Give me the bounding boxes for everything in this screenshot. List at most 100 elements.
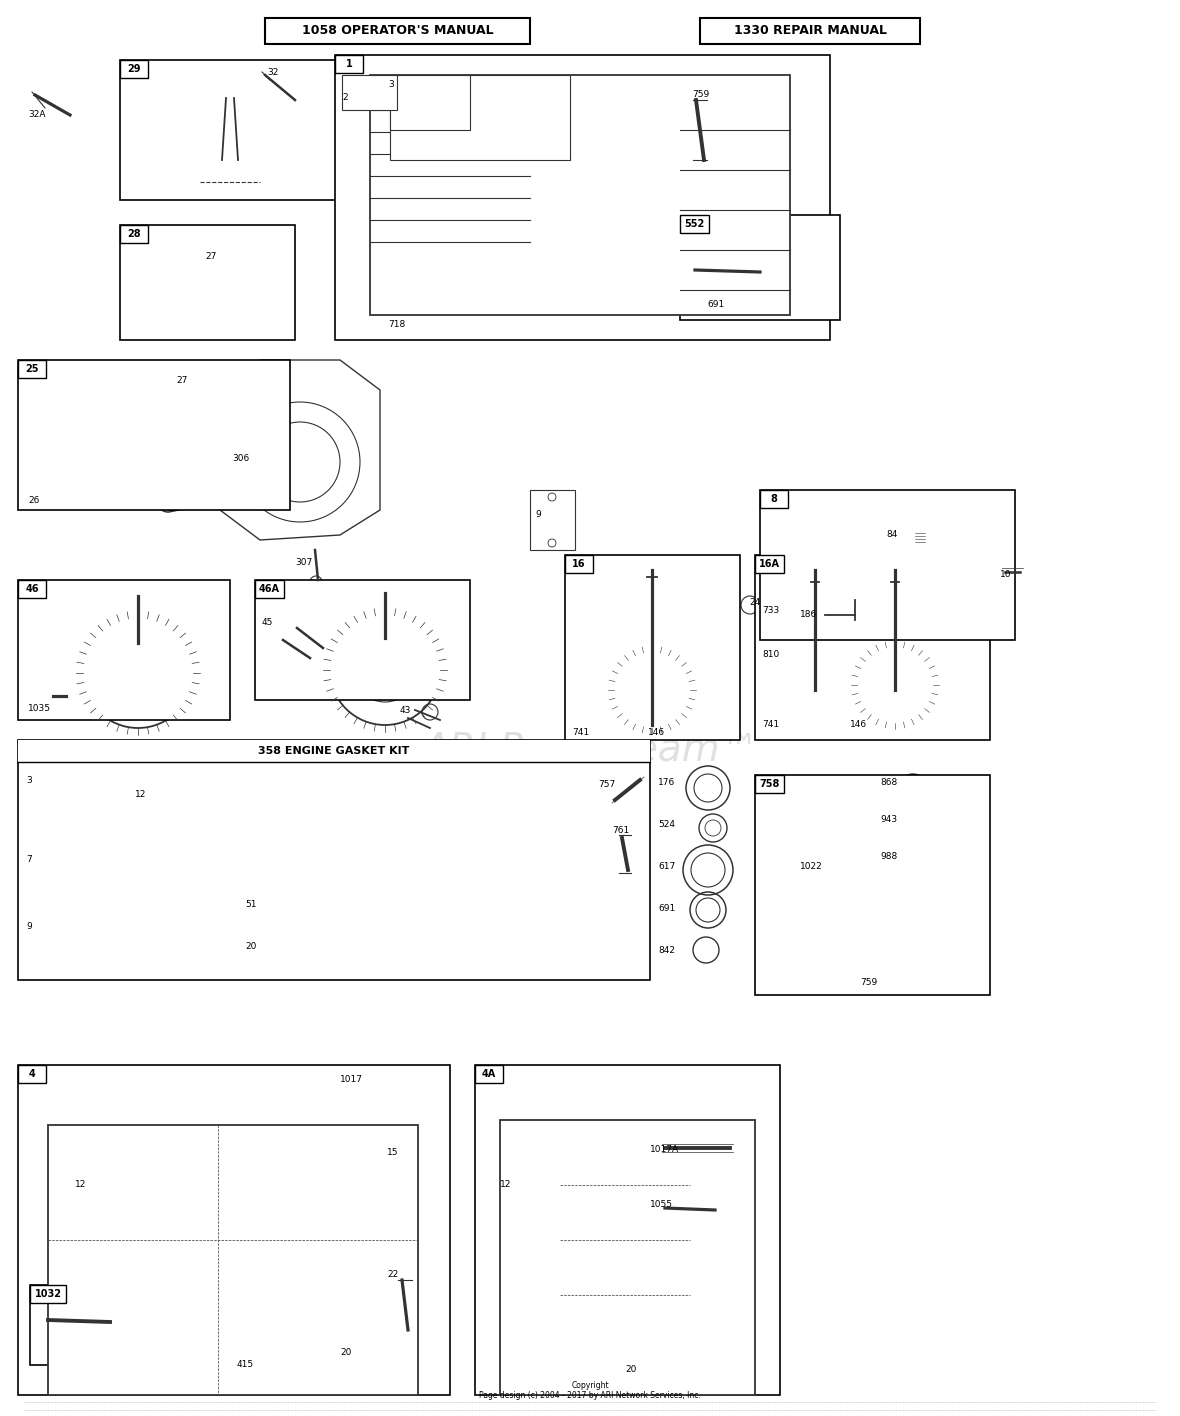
Bar [120,59,340,200]
Text: 617: 617 [658,862,675,871]
Text: 176: 176 [658,777,675,787]
Text: 27: 27 [176,377,188,385]
Bar [768,503,853,617]
Text: 146: 146 [648,728,666,736]
Bar [30,1284,175,1365]
Text: 1017: 1017 [340,1075,363,1085]
Text: 1058 OPERATOR'S MANUAL: 1058 OPERATOR'S MANUAL [302,24,493,37]
Bar [18,1065,46,1083]
Text: 146: 146 [850,719,867,729]
Bar [530,490,575,549]
Bar [371,75,789,314]
Text: 757: 757 [598,780,615,789]
Text: Copyright
Page design (c) 2004 - 2017 by ARI Network Services, Inc.: Copyright Page design (c) 2004 - 2017 by… [479,1381,701,1400]
Text: 718: 718 [388,320,405,329]
Bar [48,1124,418,1395]
Text: 810: 810 [762,650,779,658]
Text: 691: 691 [707,300,725,309]
Text: 4A: 4A [481,1069,496,1079]
Text: 16: 16 [572,559,585,569]
Bar [266,18,530,44]
Text: 43: 43 [400,707,412,715]
Bar [342,75,396,110]
Text: 28: 28 [127,229,140,239]
Bar [140,255,195,273]
Bar [120,225,295,340]
Bar [565,555,594,573]
Text: 2: 2 [342,93,348,102]
Bar [680,215,709,234]
Text: 1017A: 1017A [650,1146,680,1154]
Bar [120,59,148,78]
Text: 20: 20 [245,942,256,952]
Text: 3: 3 [26,776,32,784]
Bar [755,775,990,995]
Bar [368,1349,388,1371]
Text: 9: 9 [26,922,32,930]
Text: 1035: 1035 [28,704,51,714]
Text: 1022: 1022 [800,862,822,871]
Text: 9: 9 [535,510,540,520]
Text: 25: 25 [25,364,39,374]
Text: 1055: 1055 [650,1199,673,1209]
Text: 24: 24 [749,598,760,607]
Text: 741: 741 [572,728,589,736]
Text: 12: 12 [500,1180,511,1189]
Text: 20: 20 [625,1365,636,1374]
Bar [500,1120,755,1395]
Text: 1032: 1032 [34,1289,61,1298]
Bar [700,18,920,44]
Bar [335,55,363,74]
Bar [335,55,830,340]
Text: ARI PartStream™: ARI PartStream™ [421,731,759,769]
Polygon shape [219,360,380,539]
Text: 32: 32 [267,68,278,76]
Bar [40,845,110,940]
Text: 943: 943 [880,816,897,824]
Text: 12: 12 [135,790,146,799]
Text: 1330 REPAIR MANUAL: 1330 REPAIR MANUAL [734,24,886,37]
Bar [120,225,148,244]
Text: 186: 186 [800,610,818,619]
Polygon shape [133,790,328,964]
Text: 4: 4 [28,1069,35,1079]
Text: 358 ENGINE GASKET KIT: 358 ENGINE GASKET KIT [258,746,409,756]
Text: 842: 842 [658,946,675,954]
Text: 20: 20 [340,1348,352,1357]
Bar [391,75,470,130]
Text: 29: 29 [127,64,140,74]
Bar [368,1120,388,1140]
Text: 761: 761 [612,826,629,835]
Text: 8: 8 [771,494,778,504]
Text: 306: 306 [232,455,249,463]
Bar [255,581,470,700]
Bar [391,75,570,160]
Bar [18,360,46,378]
Bar [18,741,650,980]
Text: 45: 45 [262,617,274,627]
Bar [760,490,1015,640]
Bar [18,581,46,598]
Bar [255,581,284,598]
Bar [760,490,788,508]
Text: 12: 12 [76,1180,86,1189]
Text: 307: 307 [295,558,313,566]
Text: 741: 741 [762,719,779,729]
Text: 415: 415 [237,1359,254,1369]
Text: 868: 868 [880,777,897,787]
Text: 733: 733 [762,606,779,615]
Text: 46A: 46A [258,583,280,593]
Bar [18,581,230,719]
Text: 84: 84 [886,530,897,539]
Text: 524: 524 [658,820,675,828]
Text: 10: 10 [999,571,1011,579]
Text: 759: 759 [860,978,877,987]
Text: 51: 51 [245,901,256,909]
Bar [755,555,990,741]
Text: 26: 26 [28,496,39,506]
Bar [398,1274,412,1281]
Text: 46: 46 [25,583,39,593]
Bar [42,1349,63,1371]
Text: 7: 7 [26,855,32,864]
Bar [476,1065,780,1395]
